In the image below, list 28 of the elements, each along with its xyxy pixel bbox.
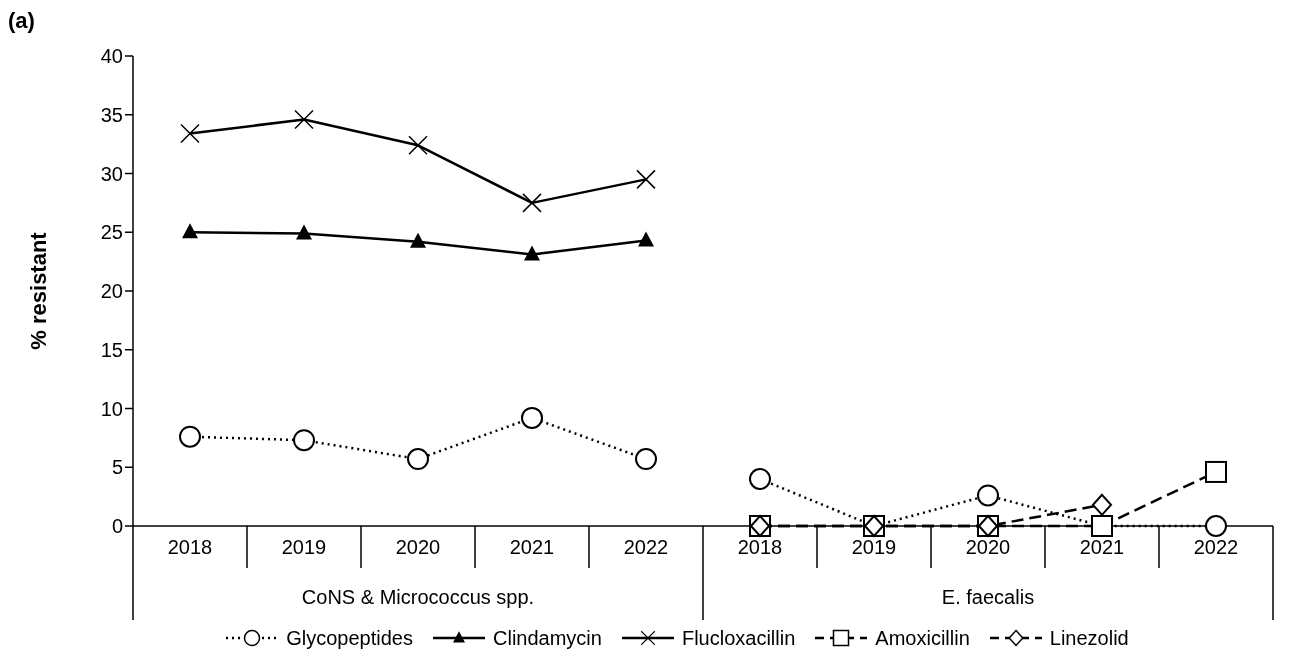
x-tick-label: 2019 bbox=[281, 536, 327, 558]
y-tick-label: 10 bbox=[100, 397, 123, 420]
x-tick-label: 2018 bbox=[167, 536, 213, 558]
y-tick-label: 35 bbox=[100, 103, 123, 126]
x-tick-label: 2018 bbox=[737, 536, 783, 558]
y-tick-label: 30 bbox=[100, 162, 123, 185]
y-axis-title: % resistant bbox=[25, 231, 51, 350]
x-tick-label: 2022 bbox=[623, 536, 669, 558]
legend-label: Clindamycin bbox=[493, 626, 602, 650]
x-tick-label: 2020 bbox=[965, 536, 1011, 558]
legend-label: Amoxicillin bbox=[875, 626, 970, 650]
y-tick-label: 0 bbox=[111, 515, 123, 538]
text: E. faecalis bbox=[941, 586, 1035, 608]
text: CoNS & Micrococcus spp. bbox=[301, 586, 535, 608]
legend-label: Linezolid bbox=[1049, 626, 1129, 650]
x-tick-label: 2020 bbox=[395, 536, 441, 558]
legend-label: Flucloxacillin bbox=[681, 626, 796, 650]
legend-label: Glycopeptides bbox=[286, 626, 413, 650]
y-tick-label: 20 bbox=[100, 280, 123, 303]
y-tick-label: 5 bbox=[111, 456, 123, 479]
y-tick-label: 15 bbox=[100, 338, 123, 361]
chart-title: (a) bbox=[8, 8, 36, 35]
x-tick-label: 2021 bbox=[509, 536, 555, 558]
x-tick-label: 2019 bbox=[851, 536, 897, 558]
y-tick-label: 40 bbox=[100, 45, 123, 68]
x-tick-label: 2021 bbox=[1079, 536, 1125, 558]
y-tick-label: 25 bbox=[100, 221, 123, 244]
x-tick-label: 2022 bbox=[1193, 536, 1239, 558]
